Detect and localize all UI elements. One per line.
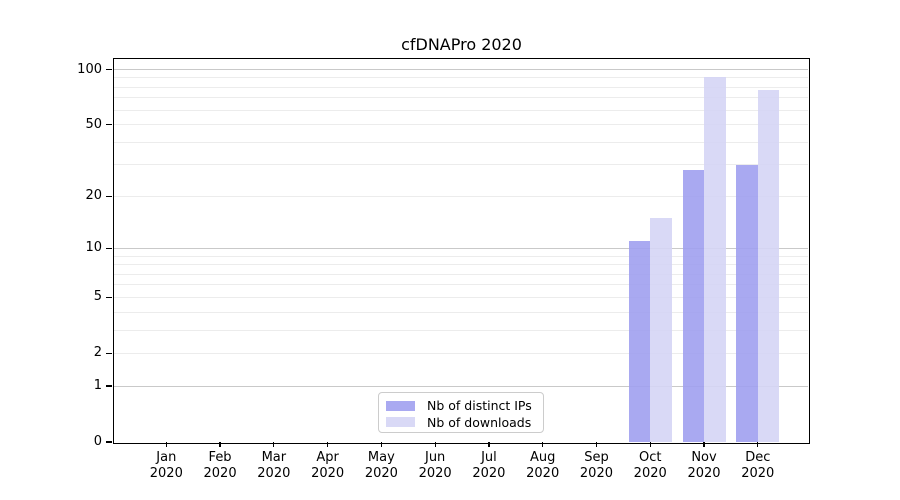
gridline-minor: [114, 141, 808, 143]
x-tick-label-line: 2020: [633, 465, 667, 481]
x-tick-label-line: Nov: [691, 450, 717, 465]
x-tick-label: Oct 2020: [620, 450, 680, 481]
y-tick-label: 20: [85, 188, 102, 204]
x-tick: [219, 442, 221, 447]
gridline-minor: [114, 255, 808, 257]
x-tick-label: Jul 2020: [459, 450, 519, 481]
x-tick-label-line: Jul: [481, 450, 497, 465]
x-tick-label-line: May: [367, 450, 395, 465]
gridline-minor: [114, 311, 808, 313]
bar-distinct-ips: [628, 241, 651, 442]
legend-item: Nb of downloads: [386, 415, 535, 431]
x-tick: [273, 442, 275, 447]
x-tick-label: Nov 2020: [674, 450, 734, 481]
x-tick-label-line: 2020: [472, 465, 506, 481]
y-tick-label: 1: [93, 378, 102, 394]
x-tick-label: Mar 2020: [244, 450, 304, 481]
gridline-major: [114, 69, 808, 70]
gridline-minor: [114, 284, 808, 286]
gridline-minor: [114, 77, 808, 79]
x-tick-label-line: Jan: [156, 450, 177, 465]
x-tick: [380, 442, 382, 447]
gridline-minor: [114, 264, 808, 266]
y-tick-label: 5: [93, 289, 102, 305]
bar-downloads: [704, 77, 726, 442]
legend-swatch-downloads: [386, 417, 415, 428]
x-tick: [703, 442, 705, 447]
x-tick-label: Jan 2020: [136, 450, 196, 481]
gridline-minor: [114, 124, 808, 126]
chart-title: cfDNAPro 2020: [401, 35, 522, 54]
x-tick-label: Jun 2020: [405, 450, 465, 481]
y-tick: [106, 68, 112, 71]
x-tick-label: Dec 2020: [728, 450, 788, 481]
x-tick-label-line: Feb: [208, 450, 232, 465]
gridline-minor: [114, 195, 808, 197]
x-tick-label-line: Aug: [529, 450, 556, 465]
bar-distinct-ips: [682, 170, 704, 442]
x-tick: [488, 442, 490, 447]
y-tick-label: 50: [85, 116, 102, 132]
plot-area: Nb of distinct IPs Nb of downloads 0 1 2 5 1…: [77, 58, 810, 481]
gridline-minor: [114, 273, 808, 275]
y-tick-label: 100: [77, 61, 102, 77]
y-tick: [106, 195, 112, 197]
x-tick-label-line: 2020: [149, 465, 183, 481]
x-tick: [757, 442, 759, 447]
y-tick-label: 2: [93, 345, 102, 361]
gridline-minor: [114, 86, 808, 88]
y-tick: [106, 441, 112, 443]
gridline-minor: [114, 296, 808, 298]
gridline-minor: [114, 164, 808, 166]
bar-downloads: [650, 218, 672, 442]
legend-label-distinct-ips: Nb of distinct IPs: [427, 398, 532, 414]
x-tick: [327, 442, 329, 447]
x-tick-label: Sep 2020: [566, 450, 626, 481]
gridline-minor: [114, 97, 808, 99]
y-tick: [106, 296, 112, 298]
gridline-major: [114, 385, 808, 387]
x-tick-label-line: 2020: [526, 465, 560, 481]
x-tick-label-line: 2020: [311, 465, 345, 481]
gridline-minor: [114, 109, 808, 111]
x-tick-label-line: 2020: [203, 465, 237, 481]
y-tick: [106, 124, 112, 126]
y-tick: [106, 385, 112, 387]
x-tick-label-line: Sep: [584, 450, 609, 465]
x-tick-label: Feb 2020: [190, 450, 250, 481]
legend-label-downloads: Nb of downloads: [427, 414, 532, 430]
x-tick-label-line: Jun: [424, 450, 446, 465]
legend: Nb of distinct IPs Nb of downloads: [378, 392, 544, 433]
bar-distinct-ips: [736, 164, 758, 442]
x-tick-label-line: 2020: [257, 465, 291, 481]
x-tick-label-line: 2020: [579, 465, 613, 481]
y-tick-label: 0: [93, 434, 102, 449]
x-tick-label-line: 2020: [687, 465, 721, 481]
x-tick-label-line: Oct: [638, 450, 662, 465]
x-tick-label-line: Mar: [261, 450, 287, 465]
x-tick: [165, 442, 167, 447]
x-tick-label-line: 2020: [418, 465, 452, 481]
x-tick: [542, 442, 544, 447]
gridline-minor: [114, 329, 808, 331]
gridline-minor: [114, 352, 808, 354]
x-tick-label-line: 2020: [741, 465, 775, 481]
legend-swatch-distinct-ips: [386, 400, 415, 411]
y-tick: [106, 352, 112, 354]
x-tick-label: Apr 2020: [298, 450, 358, 481]
y-tick: [106, 247, 112, 250]
x-tick-label: Aug 2020: [513, 450, 573, 481]
x-tick-label-line: Apr: [316, 450, 339, 465]
gridline-major: [114, 247, 808, 249]
x-tick-label-line: Dec: [745, 450, 771, 465]
x-tick: [434, 442, 436, 447]
bar-downloads: [757, 90, 780, 442]
y-tick-label: 10: [85, 240, 102, 256]
x-tick: [595, 442, 598, 447]
x-tick: [649, 442, 651, 447]
x-tick-label: May 2020: [351, 450, 411, 481]
legend-item: Nb of distinct IPs: [386, 398, 535, 414]
x-tick-label-line: 2020: [364, 465, 398, 481]
